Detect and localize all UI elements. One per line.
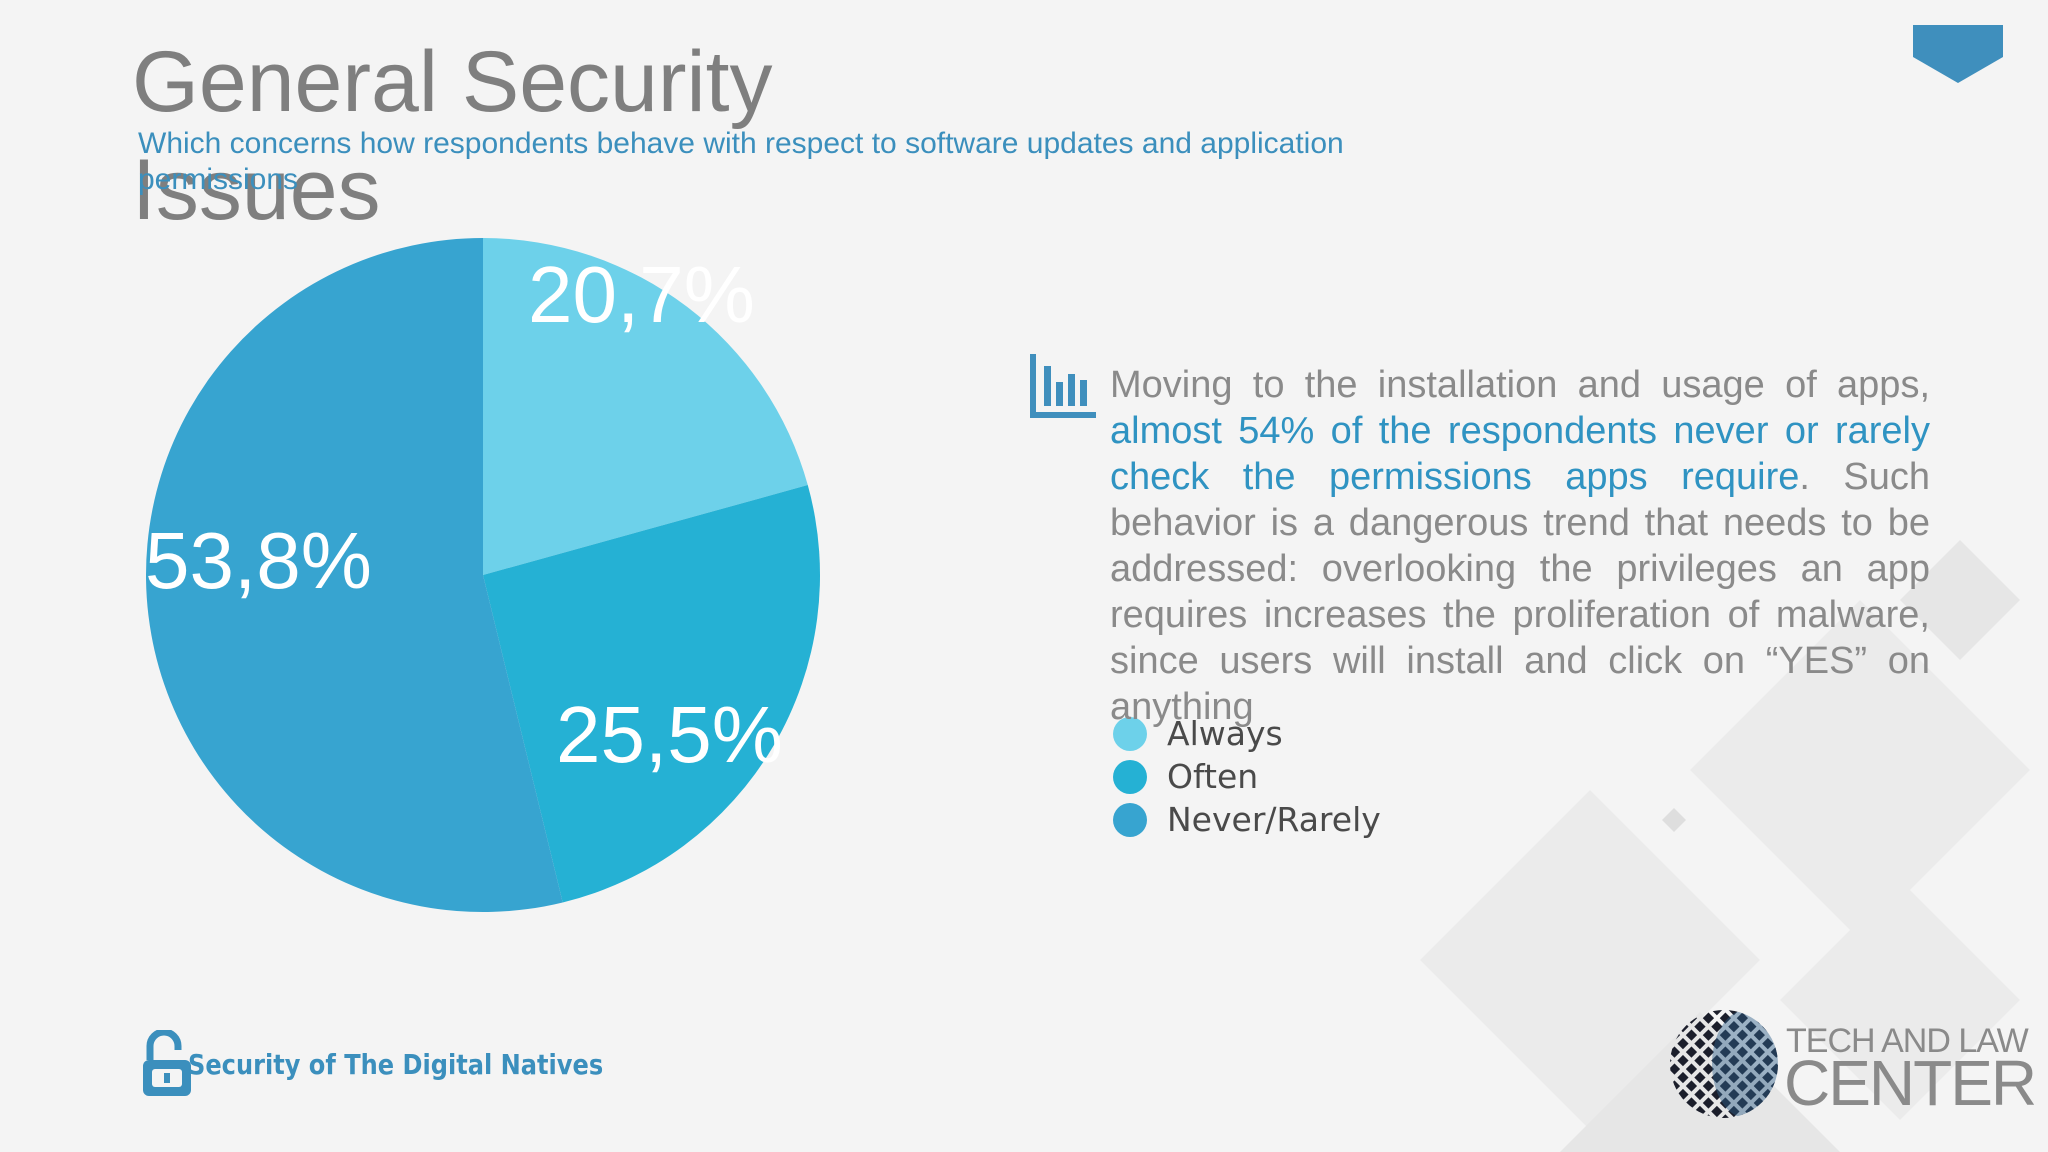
pie-slice-often [483,485,821,903]
pie-label-often: 25,5% [556,690,783,779]
legend-item-often: Often [1113,755,1381,798]
pie-slice-always [483,238,808,575]
pie-label-never-rarely: 53,8% [145,516,372,605]
slide-title: General Security Issues [132,34,773,238]
pie-label-always: 20,7% [528,250,755,339]
project-name: Security of The Digital Natives [188,1048,604,1081]
legend-item-always: Always [1113,712,1381,755]
pie-slice-never-rarely [145,238,563,913]
brand-name-line2: CENTER [1784,1047,2037,1119]
legend-item-never-rarely: Never/Rarely [1113,798,1381,841]
description-paragraph: Moving to the installation and usage of … [1110,362,1930,730]
description-text-highlight: almost 54% of the respondents never or r… [1110,410,1930,498]
brand-name-line1: TECH AND LAW [1786,1022,2029,1060]
legend-label-always: Always [1167,714,1283,753]
legend-swatch-always [1113,716,1147,751]
legend-swatch-never-rarely [1113,802,1147,837]
unlocked-padlock-icon [143,1030,191,1096]
description-text-rest: . Such behavior is a dangerous trend tha… [1110,456,1930,728]
slide-subtitle: Which concerns how respondents behave wi… [138,127,1344,196]
legend-label-often: Often [1167,757,1259,796]
pie-chart: 20,7% 25,5% 53,8% [145,238,821,913]
corner-bookmark-tab [1913,25,2003,83]
globe-logo-icon [1670,1010,1778,1118]
legend-swatch-often [1113,759,1147,794]
chart-legend: Always Often Never/Rarely [1113,712,1381,841]
description-text-intro: Moving to the installation and usage of … [1110,364,1930,406]
bar-chart-icon [1030,354,1096,418]
legend-label-never-rarely: Never/Rarely [1167,800,1381,839]
